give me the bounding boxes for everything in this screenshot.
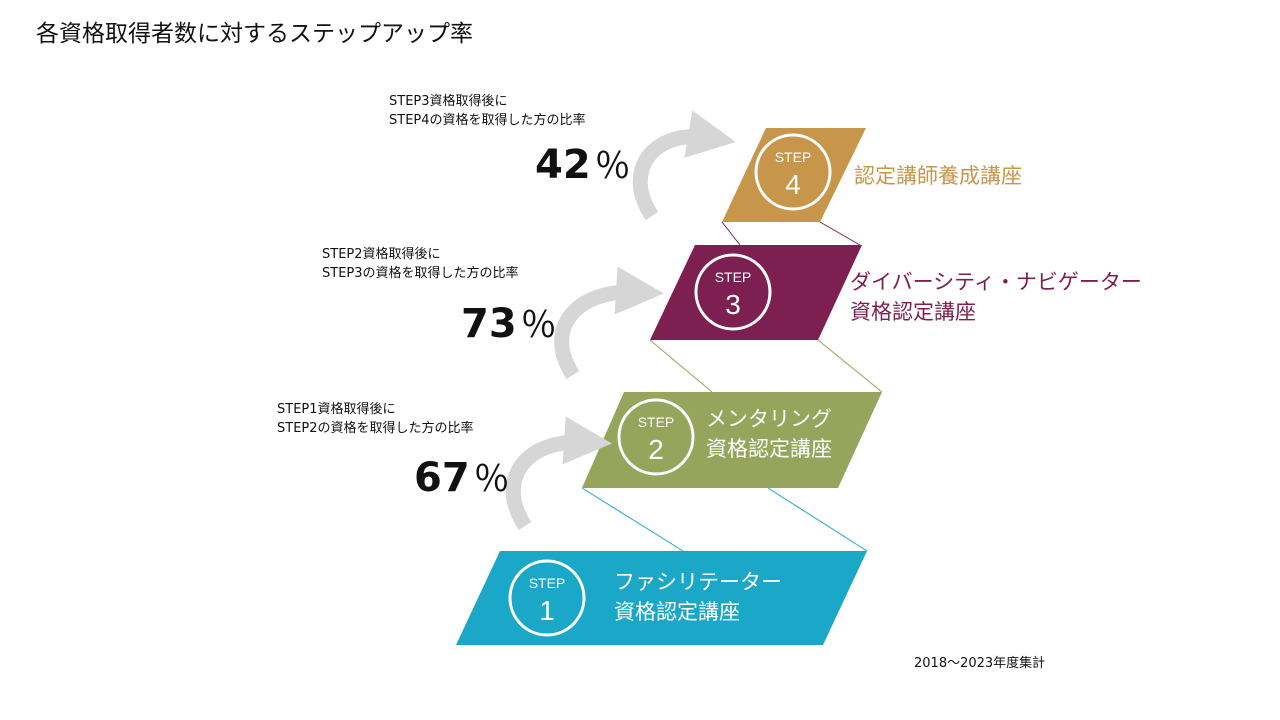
rate-1-2-number: 67 — [414, 455, 470, 501]
rate-2-3-value: 73 ％ — [461, 296, 557, 348]
step-4-course-line-1: 認定講師養成講座 — [854, 164, 1022, 188]
step-2-course-label: メンタリング 資格認定講座 — [706, 404, 832, 464]
rate-2-3-number: 73 — [461, 301, 517, 347]
step-3-course-line-2: 資格認定講座 — [850, 300, 976, 324]
step-4-circle — [754, 133, 832, 211]
rate-1-2-unit: ％ — [473, 459, 510, 500]
step-2-number: 2 — [648, 434, 664, 465]
rate-1-2-value: 67 ％ — [414, 450, 510, 502]
step-2-block — [582, 392, 882, 488]
step-1-block — [456, 551, 867, 645]
step-3-word: STEP — [715, 269, 752, 285]
rate-1-2-line-1: STEP1資格取得後に — [277, 402, 396, 417]
step-3-circle — [694, 253, 772, 331]
rate-3-4-value: 42 ％ — [535, 137, 631, 189]
step-1-course-label: ファシリテーター 資格認定講座 — [614, 567, 782, 627]
step-3-block — [650, 245, 862, 340]
rate-3-4-label: STEP3資格取得後に STEP4の資格を取得した方の比率 — [389, 92, 586, 130]
step-1-course-line-2: 資格認定講座 — [614, 600, 740, 624]
step-1-number: 1 — [539, 595, 555, 626]
step-4-block — [722, 128, 866, 222]
step-3-course-line-1: ダイバーシティ・ナビゲーター — [850, 270, 1142, 294]
footnote: 2018～2023年度集計 — [914, 656, 1046, 671]
step-4-number: 4 — [785, 169, 801, 200]
connector-2-3-left — [649, 339, 713, 393]
rate-2-3-unit: ％ — [520, 305, 557, 346]
stepup-arrow-3-4 — [632, 110, 736, 221]
step-2-course-line-2: 資格認定講座 — [706, 437, 832, 461]
step-1-circle — [508, 559, 586, 637]
rate-3-4-line-1: STEP3資格取得後に — [389, 94, 508, 109]
step-4-course-label: 認定講師養成講座 — [854, 161, 1022, 191]
step-3-number: 3 — [725, 289, 741, 320]
step-4-word: STEP — [775, 149, 812, 165]
step-2-circle — [617, 398, 695, 476]
rate-1-2-line-2: STEP2の資格を取得した方の比率 — [277, 421, 474, 436]
stepup-arrow-2-3 — [554, 266, 664, 380]
step-1-word: STEP — [529, 575, 566, 591]
rate-2-3-line-2: STEP3の資格を取得した方の比率 — [322, 266, 519, 281]
rate-2-3-label: STEP2資格取得後に STEP3の資格を取得した方の比率 — [322, 245, 519, 283]
step-1-course-line-1: ファシリテーター — [614, 570, 782, 594]
connector-3-4-left — [721, 221, 741, 246]
rate-3-4-line-2: STEP4の資格を取得した方の比率 — [389, 113, 586, 128]
page-title: 各資格取得者数に対するステップアップ率 — [36, 21, 473, 47]
stepup-arrow-1-2 — [505, 416, 612, 531]
step-2-word: STEP — [638, 414, 675, 430]
rate-3-4-unit: ％ — [594, 146, 631, 187]
connector-3-4-right — [819, 221, 861, 246]
connector-2-3-right — [817, 339, 883, 393]
step-2-course-line-1: メンタリング — [706, 407, 832, 431]
rate-1-2-label: STEP1資格取得後に STEP2の資格を取得した方の比率 — [277, 400, 474, 438]
connector-1-2-left — [581, 487, 684, 552]
connector-1-2-right — [767, 487, 868, 552]
rate-3-4-number: 42 — [535, 142, 591, 188]
step-3-course-label: ダイバーシティ・ナビゲーター 資格認定講座 — [850, 267, 1142, 327]
rate-2-3-line-1: STEP2資格取得後に — [322, 247, 441, 262]
